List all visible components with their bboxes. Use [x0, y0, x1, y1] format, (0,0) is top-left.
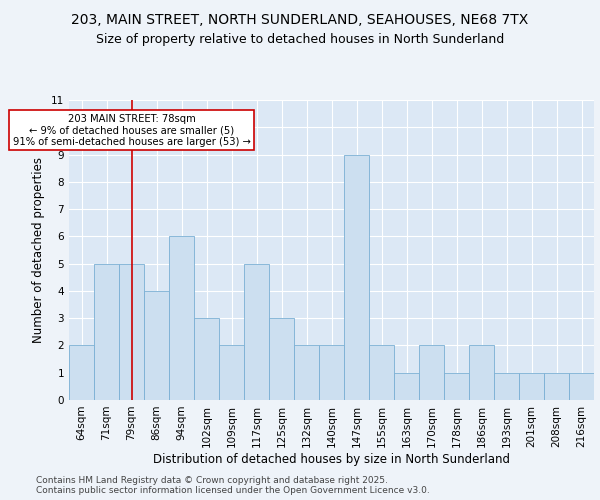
Bar	[444, 372, 469, 400]
Bar	[69, 346, 94, 400]
Bar	[544, 372, 569, 400]
Bar	[294, 346, 319, 400]
Bar	[344, 154, 369, 400]
Bar	[494, 372, 519, 400]
Text: Size of property relative to detached houses in North Sunderland: Size of property relative to detached ho…	[96, 32, 504, 46]
Bar	[119, 264, 144, 400]
Bar	[144, 291, 169, 400]
Bar	[269, 318, 294, 400]
Bar	[319, 346, 344, 400]
Text: 203 MAIN STREET: 78sqm
← 9% of detached houses are smaller (5)
91% of semi-detac: 203 MAIN STREET: 78sqm ← 9% of detached …	[13, 114, 250, 147]
Bar	[569, 372, 594, 400]
Bar	[219, 346, 244, 400]
Bar	[469, 346, 494, 400]
Text: Contains HM Land Registry data © Crown copyright and database right 2025.
Contai: Contains HM Land Registry data © Crown c…	[36, 476, 430, 495]
Bar	[94, 264, 119, 400]
Bar	[194, 318, 219, 400]
Y-axis label: Number of detached properties: Number of detached properties	[32, 157, 46, 343]
Bar	[519, 372, 544, 400]
Bar	[169, 236, 194, 400]
Text: 203, MAIN STREET, NORTH SUNDERLAND, SEAHOUSES, NE68 7TX: 203, MAIN STREET, NORTH SUNDERLAND, SEAH…	[71, 12, 529, 26]
Bar	[369, 346, 394, 400]
Bar	[244, 264, 269, 400]
Bar	[394, 372, 419, 400]
X-axis label: Distribution of detached houses by size in North Sunderland: Distribution of detached houses by size …	[153, 452, 510, 466]
Bar	[419, 346, 444, 400]
